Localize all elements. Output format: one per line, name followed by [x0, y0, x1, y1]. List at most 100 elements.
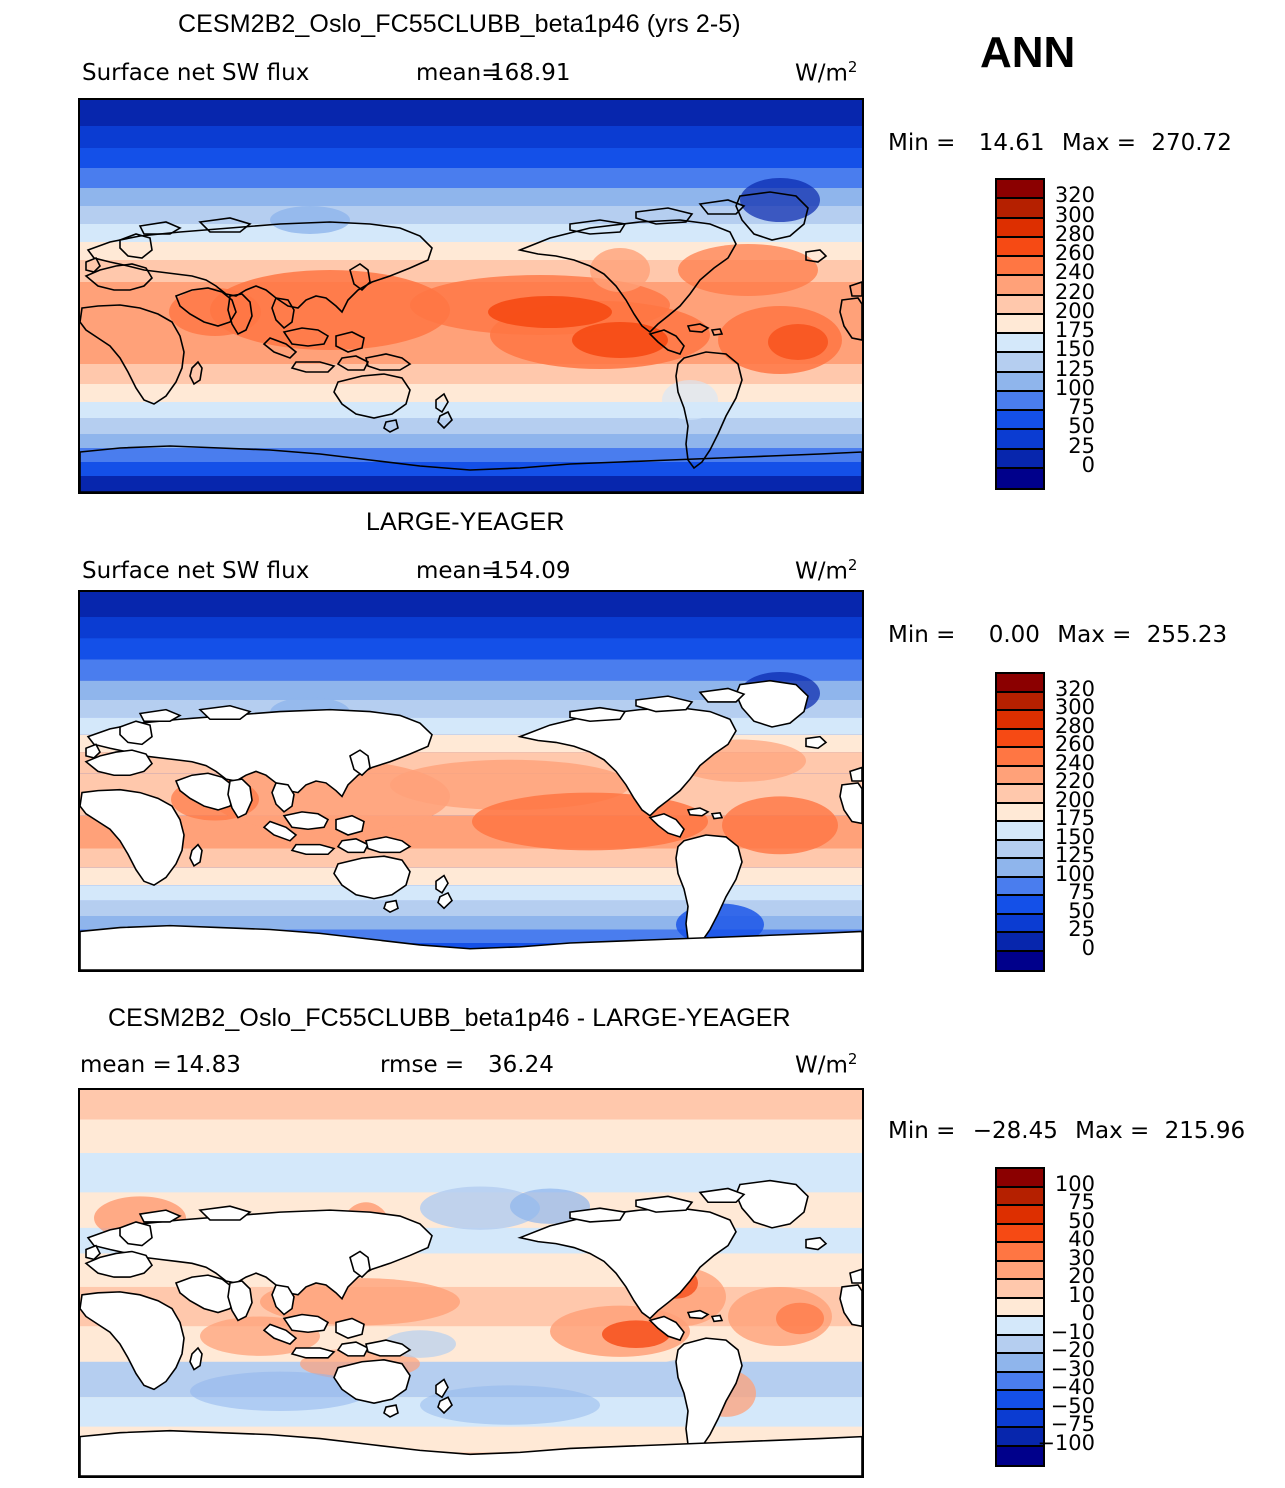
colorbar-band	[997, 933, 1043, 952]
panel-3-max-label: Max =	[1075, 1118, 1150, 1144]
contour-bands-model	[80, 100, 862, 492]
panel-2-mean-label: mean=	[416, 558, 501, 584]
colorbar-band	[997, 1354, 1043, 1373]
colorbar-band	[997, 1372, 1043, 1391]
colorbar-tick-label: 150	[1054, 824, 1095, 849]
colorbar-tick-label: 25	[1068, 433, 1095, 458]
colorbar-tick-label: 20	[1068, 1264, 1095, 1288]
colorbar-band	[997, 1206, 1043, 1225]
panel-1-max-value: 270.72	[1151, 130, 1232, 156]
panel-2-minmax: Min = 0.00 Max = 255.23	[888, 622, 1227, 648]
colorbar-observation[interactable]	[995, 672, 1045, 972]
colorbar-tick-label: 240	[1054, 260, 1095, 285]
map-panel-difference[interactable]	[78, 1088, 864, 1478]
colorbar-band	[997, 1298, 1043, 1317]
panel-3-mean-label: mean =	[80, 1052, 172, 1078]
panel-2-min-value: 0.00	[988, 622, 1040, 648]
colorbar-band	[997, 449, 1043, 469]
colorbar-band	[997, 859, 1043, 878]
colorbar-tick-label: 260	[1054, 241, 1095, 265]
colorbar-tick-label: 0	[1081, 935, 1095, 960]
panel-3-rmse-value: 36.24	[488, 1052, 554, 1078]
colorbar-tick-label: 50	[1068, 414, 1095, 439]
colorbar-band	[997, 1224, 1043, 1243]
panel-3-title: CESM2B2_Oslo_FC55CLUBB_beta1p46 - LARGE-…	[108, 1004, 791, 1032]
colorbar-band	[997, 840, 1043, 859]
colorbar-tick-label: 10	[1068, 1282, 1095, 1307]
colorbar-band	[997, 1187, 1043, 1206]
colorbar-band	[997, 1317, 1043, 1336]
colorbar-band	[997, 411, 1043, 431]
colorbar-band	[997, 1446, 1043, 1465]
colorbar-band	[997, 1335, 1043, 1354]
panel-1-min-label: Min =	[888, 130, 956, 156]
colorbar-band	[997, 372, 1043, 392]
colorbar-band	[997, 822, 1043, 841]
colorbar-tick-label: 320	[1054, 183, 1095, 208]
panel-3-units: W/m2	[795, 1050, 858, 1079]
colorbar-tick-label: 40	[1068, 1227, 1095, 1251]
panel-1-min-value: 14.61	[978, 130, 1045, 156]
map-svg-model	[80, 100, 862, 492]
colorbar-band	[997, 276, 1043, 296]
colorbar-tick-label: 100	[1054, 375, 1095, 400]
colorbar-tick-label: −75	[1050, 1412, 1095, 1436]
colorbar-band	[997, 674, 1043, 693]
panel-3-rmse-label: rmse =	[380, 1052, 465, 1078]
map-panel-model[interactable]	[78, 98, 864, 494]
panel-1-mean-value: 168.91	[490, 60, 571, 86]
colorbar-difference[interactable]	[995, 1167, 1045, 1467]
panel-2-min-label: Min =	[888, 622, 956, 648]
colorbar-band	[997, 1409, 1043, 1428]
colorbar-tick-label: −50	[1050, 1393, 1095, 1418]
colorbar-band	[997, 1243, 1043, 1262]
panel-1-units: W/m2	[795, 58, 858, 87]
colorbar-tick-label: 280	[1054, 221, 1095, 246]
colorbar-band	[997, 896, 1043, 915]
colorbar-band	[997, 295, 1043, 315]
colorbar-tick-label: 240	[1054, 750, 1095, 775]
panel-2-mean-value: 154.09	[490, 558, 571, 584]
colorbar-tick-label: 280	[1054, 713, 1095, 738]
colorbar-tick-label: 100	[1054, 861, 1095, 886]
panel-1-minmax: Min = 14.61 Max = 270.72	[888, 130, 1232, 156]
colorbar-tick-label: 200	[1054, 787, 1095, 812]
colorbar-tick-label: 220	[1054, 769, 1095, 793]
panel-3-max-value: 215.96	[1164, 1118, 1246, 1144]
panel-2-units: W/m2	[795, 556, 858, 585]
colorbar-band	[997, 729, 1043, 748]
map-svg-difference	[80, 1090, 862, 1476]
colorbar-tick-label: −100	[1037, 1430, 1095, 1455]
colorbar-band	[997, 180, 1043, 200]
season-label: ANN	[980, 28, 1076, 77]
colorbar-tick-label: −30	[1050, 1356, 1095, 1381]
map-panel-observation[interactable]	[78, 590, 864, 972]
colorbar-tick-label: 100	[1054, 1171, 1095, 1196]
colorbar-tick-label: 50	[1068, 898, 1095, 923]
colorbar-band	[997, 766, 1043, 785]
panel-2-max-label: Max =	[1057, 622, 1132, 648]
panel-3-minmax: Min = −28.45 Max = 215.96	[888, 1118, 1245, 1144]
colorbar-band	[997, 1391, 1043, 1410]
colorbar-difference-labels: 100 75 50 40 30 20 10 0 −10 −20 −30 −40 −50 −75 −100	[955, 1167, 1095, 1467]
colorbar-band	[997, 748, 1043, 767]
colorbar-tick-label: 320	[1054, 676, 1095, 701]
panel-1-title: CESM2B2_Oslo_FC55CLUBB_beta1p46 (yrs 2-5…	[178, 10, 741, 38]
panel-3-mean-value: 14.83	[175, 1052, 241, 1078]
colorbar-band	[997, 1428, 1043, 1447]
panel-3-min-label: Min =	[888, 1118, 956, 1144]
panel-3-min-value: −28.45	[972, 1118, 1058, 1144]
colorbar-band	[997, 1280, 1043, 1299]
colorbar-model-labels: 320 300 280 260 240 220 200 175 150 125 100 75 50 25 0	[955, 178, 1095, 490]
colorbar-model[interactable]	[995, 178, 1045, 490]
colorbar-band	[997, 951, 1043, 970]
colorbar-tick-label: 30	[1068, 1245, 1095, 1270]
colorbar-band	[997, 391, 1043, 411]
colorbar-tick-label: −40	[1050, 1375, 1095, 1399]
colorbar-band	[997, 218, 1043, 238]
colorbar-tick-label: 300	[1054, 695, 1095, 719]
colorbar-band	[997, 199, 1043, 219]
panel-1-max-label: Max =	[1061, 130, 1137, 156]
map-svg-observation	[80, 592, 862, 970]
colorbar-band	[997, 237, 1043, 257]
